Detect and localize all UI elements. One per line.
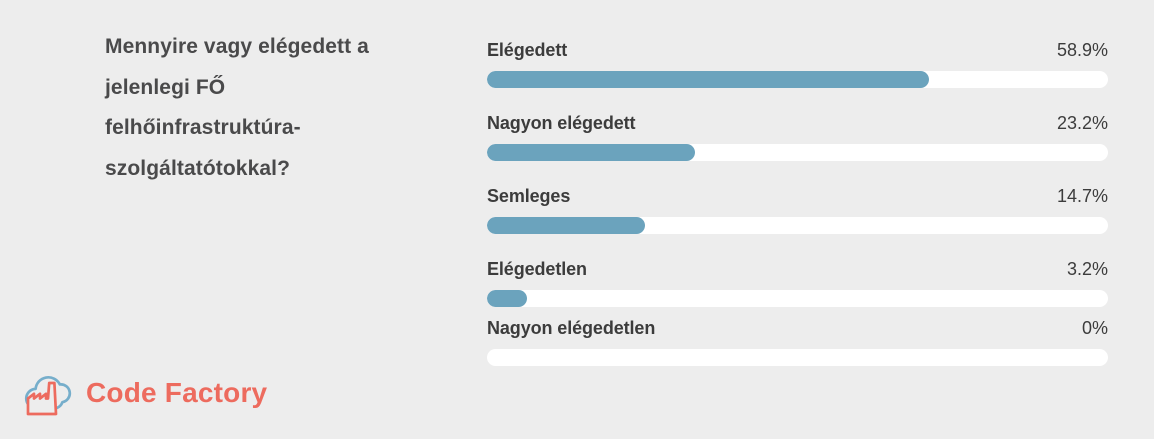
question-line: felhőinfrastruktúra- [105,116,301,139]
bar-track [487,217,1108,234]
bar-row-header: Nagyon elégedett 23.2% [487,113,1108,134]
bar-fill [487,290,527,307]
bar-row: Elégedetlen 3.2% [487,259,1108,307]
bar-row: Semleges 14.7% [487,186,1108,234]
bar-track [487,290,1108,307]
bar-row-header: Elégedetlen 3.2% [487,259,1108,280]
bar-row: Nagyon elégedetlen 0% [487,318,1108,366]
value-label: 23.2% [1056,113,1108,133]
value-label: 3.2% [1066,259,1108,279]
value-label: 14.7% [1056,186,1108,206]
logo-text: Code Factory [86,377,268,408]
bar-row: Elégedett 58.9% [487,40,1108,88]
bar-track [487,349,1108,366]
question-line: szolgáltatótokkal? [105,156,290,180]
bar-row-header: Nagyon elégedetlen 0% [487,318,1108,339]
category-label: Nagyon elégedett [487,113,636,133]
bar-track [487,144,1108,161]
bar-row-header: Elégedett 58.9% [487,40,1108,61]
bar-fill [487,217,645,234]
category-label: Semleges [487,186,571,206]
category-label: Nagyon elégedetlen [487,318,656,338]
question-line: Mennyire vagy elégedett a [105,35,369,58]
question-line: jelenlegi FŐ [105,75,226,99]
logo: Code Factory [21,367,267,419]
category-label: Elégedett [487,40,568,60]
bar-fill [487,144,696,161]
bar-track [487,71,1108,88]
bar-fill [487,71,930,88]
bar-row: Nagyon elégedett 23.2% [487,113,1108,161]
survey-question: Mennyire vagy elégedett a jelenlegi FŐ f… [105,27,465,189]
category-label: Elégedetlen [487,259,587,279]
cloud-factory-icon [24,375,72,416]
value-label: 58.9% [1056,40,1108,60]
bar-row-header: Semleges 14.7% [487,186,1108,207]
bar-chart: Elégedett 58.9% Nagyon elégedett 23.2% S… [487,40,1108,366]
value-label: 0% [1081,318,1108,338]
